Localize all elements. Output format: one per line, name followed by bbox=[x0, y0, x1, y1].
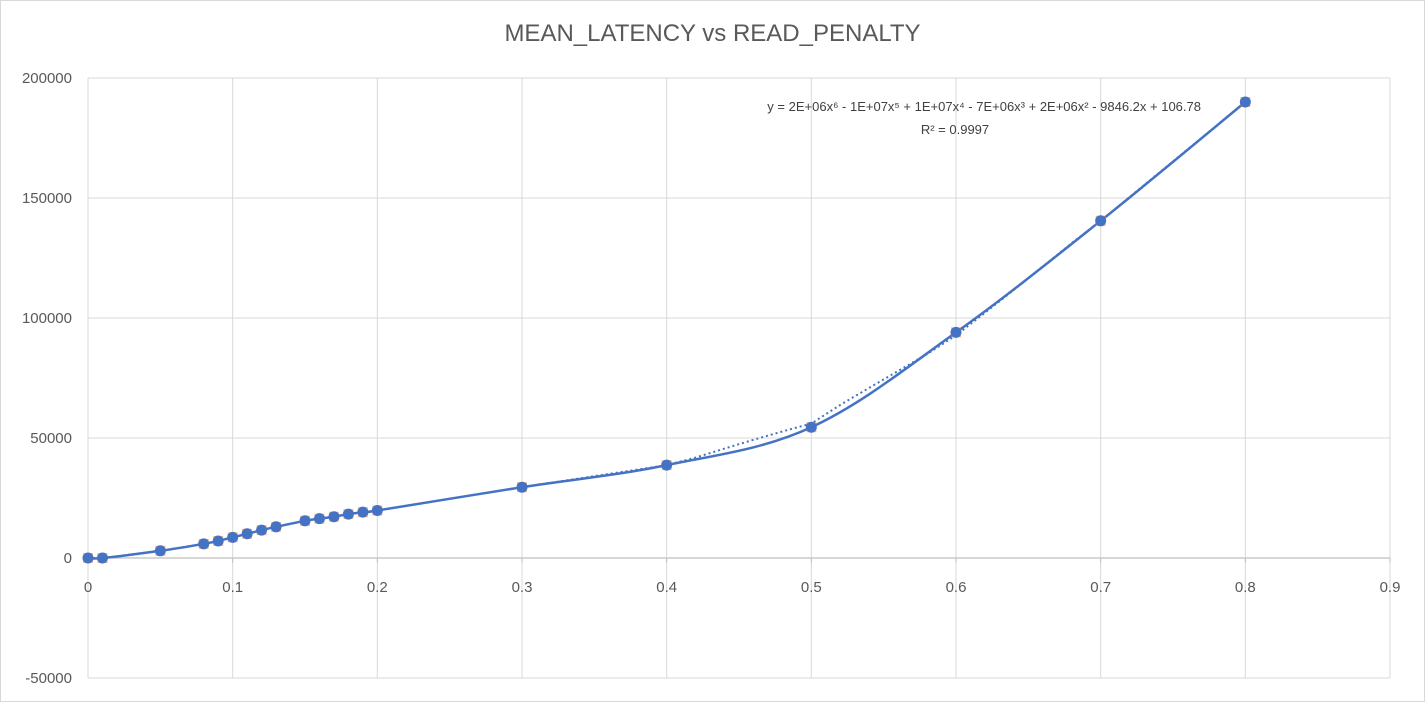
x-tick-label: 0.5 bbox=[801, 579, 822, 596]
data-point bbox=[96, 552, 108, 564]
x-tick-label: 0.7 bbox=[1090, 579, 1111, 596]
data-point bbox=[313, 513, 325, 525]
data-point bbox=[516, 481, 528, 493]
data-point bbox=[154, 545, 166, 557]
x-tick-label: 0 bbox=[84, 579, 92, 596]
x-tick-label: 0.6 bbox=[946, 579, 967, 596]
data-point bbox=[950, 326, 962, 338]
data-point bbox=[198, 538, 210, 550]
series bbox=[82, 96, 1251, 564]
data-point bbox=[342, 508, 354, 520]
chart-title: MEAN_LATENCY vs READ_PENALTY bbox=[504, 20, 921, 47]
data-point bbox=[1095, 215, 1107, 227]
data-point bbox=[227, 531, 239, 543]
data-point bbox=[241, 528, 253, 540]
x-tick-label: 0.8 bbox=[1235, 579, 1256, 596]
tick-labels: 0 0.1 0.2 0.3 0.4 0.5 0.6 0.7 0.8 0.9 -50000 0 50000… bbox=[22, 70, 1400, 687]
gridlines bbox=[87, 77, 1391, 679]
x-tick-label: 0.1 bbox=[222, 579, 243, 596]
x-tick-label: 0.3 bbox=[512, 579, 533, 596]
y-tick-label: 150000 bbox=[22, 190, 72, 207]
axes bbox=[87, 557, 1391, 563]
y-tick-label: 0 bbox=[64, 550, 72, 567]
y-tick-label: 100000 bbox=[22, 310, 72, 327]
data-point bbox=[270, 521, 282, 533]
data-point bbox=[328, 511, 340, 523]
trendline-label: y = 2E+06x⁶ - 1E+07x⁵ + 1E+07x⁴ - 7E+06x… bbox=[767, 99, 1201, 137]
y-tick-label: -50000 bbox=[25, 670, 72, 687]
data-point bbox=[299, 515, 311, 527]
data-point bbox=[805, 421, 817, 433]
data-point bbox=[661, 459, 673, 471]
data-point bbox=[82, 552, 94, 564]
trendline-r-squared: R² = 0.9997 bbox=[921, 122, 989, 137]
data-point bbox=[1239, 96, 1251, 108]
x-tick-label: 0.4 bbox=[656, 579, 677, 596]
x-tick-label: 0.2 bbox=[367, 579, 388, 596]
data-point bbox=[371, 504, 383, 516]
data-point bbox=[212, 535, 224, 547]
data-point bbox=[357, 506, 369, 518]
x-tick-label: 0.9 bbox=[1380, 579, 1401, 596]
trendline-equation: y = 2E+06x⁶ - 1E+07x⁵ + 1E+07x⁴ - 7E+06x… bbox=[767, 99, 1201, 114]
y-tick-label: 200000 bbox=[22, 70, 72, 87]
y-tick-label: 50000 bbox=[30, 430, 72, 447]
data-point bbox=[256, 524, 268, 536]
